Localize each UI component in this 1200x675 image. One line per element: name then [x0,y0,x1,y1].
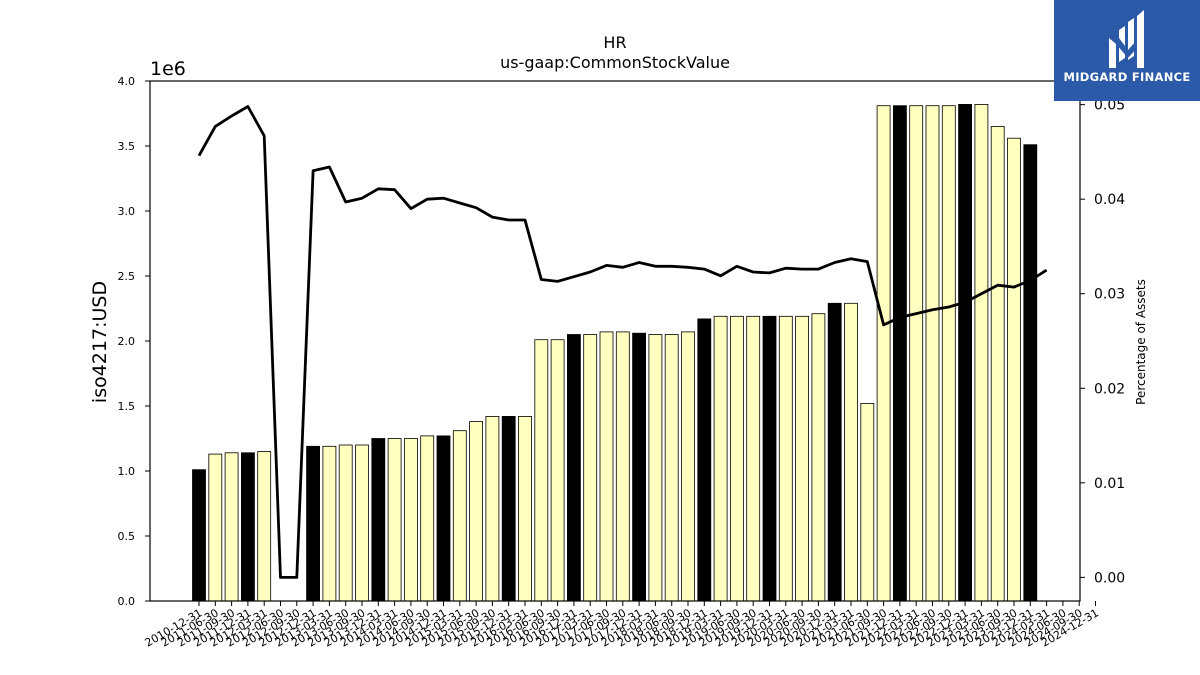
y2-axis-label: Percentage of Assets [1134,279,1148,405]
bar [941,105,956,602]
bar [893,105,907,602]
line-group [197,105,1048,579]
bar [469,421,484,602]
bar [860,402,875,602]
y2-tick-label: 0.00 [1094,570,1125,586]
bar [844,302,858,602]
y-tick-label: 2.5 [118,270,136,283]
bar [403,438,418,602]
y-tick-label: 1.5 [118,400,136,413]
bar [746,315,761,602]
bars-group [192,104,1038,602]
bar [925,105,940,602]
bar [387,438,402,602]
bar [827,302,842,602]
bar [338,444,353,602]
bar [681,331,695,602]
bar [811,313,826,602]
bar [1023,144,1038,602]
bar [355,444,369,602]
bar [958,104,972,602]
bar [420,435,435,602]
bar [518,415,532,602]
plot-frame [149,80,1081,602]
y-axis-label: iso4217:USD [89,281,111,403]
bar [534,339,549,602]
bar [795,315,809,602]
bar [208,453,223,602]
bar [306,445,321,602]
bar [192,469,206,602]
y2-tick-label: 0.05 [1094,98,1125,114]
y-offset-label: 1e6 [150,58,186,80]
bar [550,339,565,602]
y2-tick-label: 0.01 [1094,476,1125,492]
bar [257,451,272,602]
axes-group: 0.0 0.5 1.0 1.5 2.0 2.5 3.0 3.5 4.0 0.00 0.01 0.02 0… [118,75,1126,650]
percentage-line [197,105,1048,579]
bar [485,415,500,602]
bar [240,452,255,602]
bar [583,334,598,602]
chart-subtitle: us-gaap:CommonStockValue [500,53,730,72]
bar [501,415,516,602]
y2-tick-label: 0.02 [1094,381,1125,397]
bar [990,126,1005,602]
bar [648,334,663,602]
bar [1007,137,1021,602]
bar [224,452,239,602]
bar [974,104,989,602]
bar [567,334,581,602]
bar [664,334,679,602]
bar [632,332,646,602]
y-tick-label: 4.0 [118,75,136,88]
y-tick-label: 1.0 [118,465,136,478]
bar [876,105,891,602]
y2-tick-label: 0.03 [1094,287,1125,303]
y-tick-label: 0.5 [118,530,136,543]
logo-icon [1109,10,1144,68]
bar [730,315,744,602]
y-tick-label: 3.0 [118,205,136,218]
bar [452,430,467,602]
bar [697,318,712,602]
bar [909,105,924,602]
y-tick-label: 2.0 [118,335,136,348]
bar [762,315,777,602]
y-tick-label: 0.0 [118,595,136,608]
bar [436,435,451,602]
bar [778,315,793,602]
y2-tick-label: 0.04 [1094,192,1125,208]
bar [713,315,728,602]
brand-logo: MIDGARD FINANCE [1054,0,1200,101]
bar [615,331,630,602]
y-tick-label: 3.5 [118,140,136,153]
bar [599,331,614,602]
bar [371,438,386,602]
bar [322,445,337,602]
logo-text: MIDGARD FINANCE [1063,70,1191,84]
chart-title: HR [603,33,626,52]
